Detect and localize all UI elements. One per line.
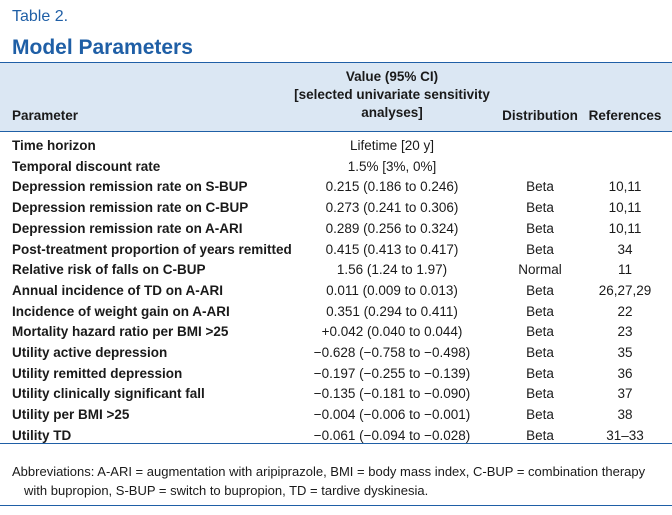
cell-value: Beta: [526, 282, 554, 298]
cell-value: Beta: [526, 200, 554, 216]
column-header: Value (95% CI): [345, 69, 439, 84]
cell-value: 38: [617, 407, 633, 423]
cell-value: 35: [617, 345, 633, 360]
cell-value: −0.135 (−0.181 to −0.090): [313, 386, 471, 402]
cell-value: −0.197 (−0.255 to −0.139): [313, 365, 471, 381]
column-header: References: [588, 108, 662, 123]
cell-value: 37: [617, 386, 633, 402]
row-label: Temporal discount rate: [12, 158, 161, 174]
page-bottom-rule: [0, 505, 672, 506]
cell-value: 10,11: [608, 179, 642, 195]
cell-value: Beta: [526, 345, 554, 360]
cell-value: 26,27,29: [598, 282, 652, 298]
cell-value: 36: [617, 365, 633, 381]
row-label: Post-treatment proportion of years remit…: [12, 241, 292, 257]
row-label: Depression remission rate on A-ARI: [12, 220, 243, 236]
row-label: Annual incidence of TD on A-ARI: [12, 282, 223, 298]
row-label: Time horizon: [12, 138, 96, 153]
cell-value: −0.628 (−0.758 to −0.498): [313, 345, 471, 360]
cell-value: Beta: [526, 241, 554, 257]
cell-value: 0.351 (0.294 to 0.411): [326, 303, 458, 319]
cell-value: Beta: [526, 365, 554, 381]
cell-value: Beta: [526, 386, 554, 402]
cell-value: Lifetime [20 y]: [349, 138, 435, 153]
cell-value: 0.011 (0.009 to 0.013): [326, 282, 458, 298]
row-label: Utility remitted depression: [12, 365, 183, 381]
row-label: Utility per BMI >25: [12, 407, 130, 423]
row-label: Utility clinically significant fall: [12, 386, 205, 402]
cell-value: −0.004 (−0.006 to −0.001): [313, 407, 471, 423]
row-label: Relative risk of falls on C-BUP: [12, 262, 206, 278]
column-header: analyses]: [361, 105, 423, 120]
row-label: Mortality hazard ratio per BMI >25: [12, 324, 229, 340]
cell-value: 23: [617, 324, 633, 340]
row-label: Depression remission rate on C-BUP: [12, 200, 249, 216]
cell-value: 0.273 (0.241 to 0.306): [325, 200, 459, 216]
cell-value: 11: [617, 262, 633, 278]
cell-value: Beta: [526, 220, 554, 236]
cell-value: 10,11: [608, 200, 642, 216]
cell-value: 0.415 (0.413 to 0.417): [325, 241, 459, 257]
cell-value: 0.289 (0.256 to 0.324): [325, 220, 459, 236]
column-header: [selected univariate sensitivity: [294, 87, 490, 102]
cell-value: 1.56 (1.24 to 1.97): [336, 262, 448, 278]
footnote: Abbreviations: A-ARI = augmentation with…: [12, 464, 646, 498]
cell-value: Normal: [518, 262, 562, 278]
row-label: Incidence of weight gain on A-ARI: [12, 303, 230, 319]
table-label: Table 2.: [12, 8, 69, 25]
cell-value: 10,11: [608, 220, 642, 236]
cell-value: Beta: [526, 324, 554, 340]
column-header: Distribution: [502, 108, 578, 123]
table-title: Model Parameters: [12, 36, 193, 59]
cell-value: +0.042 (0.040 to 0.044): [321, 324, 463, 340]
cell-value: 34: [617, 241, 633, 257]
cell-value: Beta: [526, 427, 554, 443]
cell-value: Beta: [526, 407, 554, 423]
row-label: Depression remission rate on S-BUP: [12, 179, 248, 195]
cell-value: 22: [617, 303, 633, 319]
cell-value: −0.061 (−0.094 to −0.028): [313, 427, 471, 443]
cell-value: 1.5% [3%, 0%]: [347, 158, 437, 174]
row-label: Utility TD: [12, 427, 72, 443]
row-label: Utility active depression: [12, 345, 168, 360]
cell-value: Beta: [526, 179, 554, 195]
column-header: Parameter: [12, 108, 79, 123]
table-bottom-rule: [0, 443, 672, 444]
header-band: [0, 62, 672, 132]
cell-value: Beta: [526, 303, 554, 319]
cell-value: 31–33: [606, 427, 644, 443]
cell-value: 0.215 (0.186 to 0.246): [325, 179, 459, 195]
